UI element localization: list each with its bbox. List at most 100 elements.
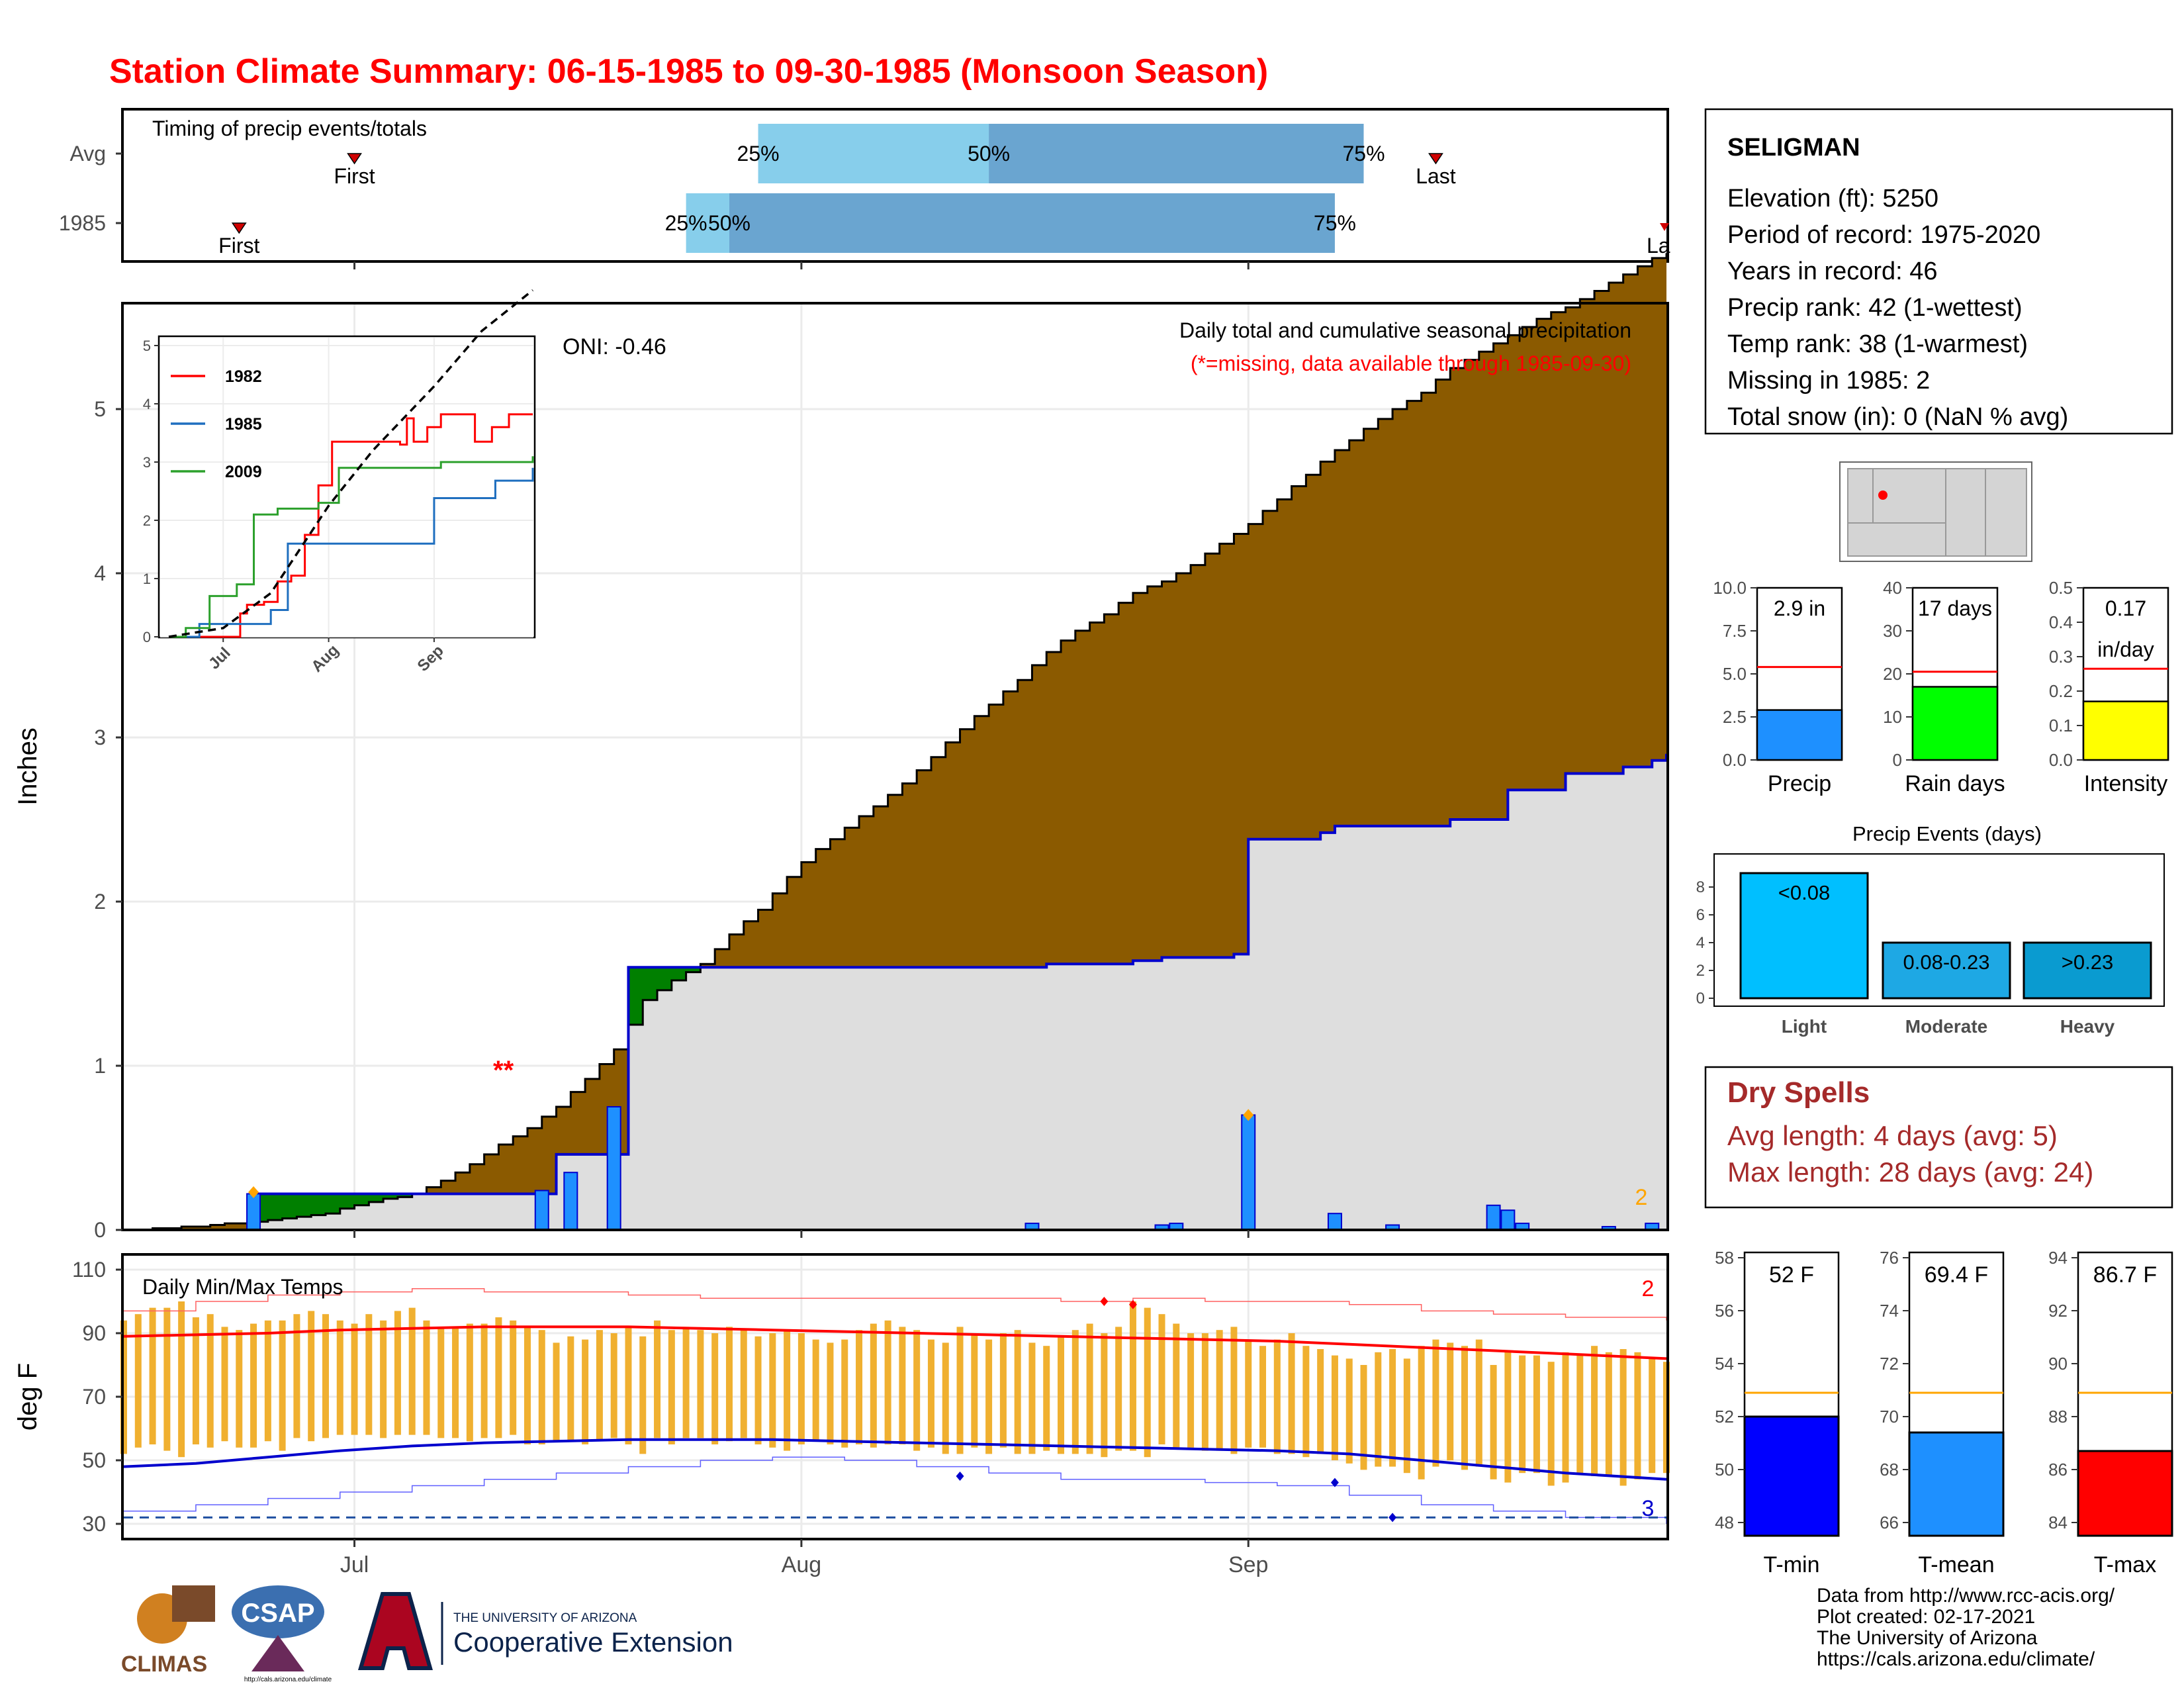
events-title: Precip Events (days) [1852, 822, 2042, 845]
temp-summary-tick-label: 54 [1715, 1354, 1734, 1374]
temperature-daily-range-bar [812, 1339, 819, 1442]
temperature-daily-range-bar [1360, 1365, 1367, 1470]
mini-bar-tick-label: 30 [1883, 621, 1902, 641]
precip-surplus-area [253, 967, 701, 1222]
temperature-daily-range-bar [1389, 1349, 1396, 1467]
temperature-daily-range-bar [1591, 1346, 1598, 1476]
temp-summary-tick-label: 70 [1880, 1407, 1899, 1427]
temp-summary-bar [1908, 1431, 2005, 1537]
temperature-daily-range-bar [1014, 1330, 1021, 1454]
dry-spells-frame [1704, 1066, 2173, 1209]
footer-credit-line: Data from http://www.rcc-acis.org/ [1817, 1585, 2115, 1607]
timing-p50-label: 50% [708, 211, 751, 235]
mini-bar-tick-label: 10.0 [1713, 578, 1747, 598]
temperature-daily-range-bar [1230, 1327, 1238, 1454]
events-bar-text: <0.08 [1778, 881, 1830, 904]
timing-bar-50-75 [729, 193, 1335, 253]
temperature-daily-range-bar [365, 1314, 373, 1435]
timing-first-label: First [334, 164, 375, 188]
temp-summary-label: T-min [1764, 1552, 1820, 1577]
temperature-daily-range-bar [351, 1323, 358, 1435]
precip-y-tick-label: 5 [94, 397, 106, 421]
map-state-border [1848, 469, 1986, 556]
temperature-daily-range-bar [1173, 1323, 1180, 1448]
station-info-line: Total snow (in): 0 (NaN % avg) [1727, 403, 2068, 431]
temperature-daily-range-bar [380, 1320, 387, 1438]
temperature-daily-range-bar [437, 1327, 445, 1438]
temperature-daily-range-bar [884, 1320, 891, 1444]
csap-logo: CSAP http://cals.arizona.edu/climate [232, 1585, 332, 1683]
temperature-daily-range-bar [192, 1317, 199, 1444]
temperature-y-ticks: 30 50 70 90 110 [72, 1258, 122, 1536]
temperature-daily-range-bar [1576, 1355, 1584, 1474]
inset-avg-line [168, 289, 534, 638]
temperature-daily-range-bar [336, 1320, 343, 1435]
temperature-avg-max-line [123, 1325, 1667, 1360]
temperature-avg-min-line [123, 1438, 1667, 1481]
temperature-daily-range-bar [1144, 1307, 1151, 1458]
events-y-tick-label: 0 [1696, 990, 1705, 1008]
ua-logo-a [357, 1592, 433, 1670]
temperature-daily-range-bar [1086, 1323, 1093, 1454]
temp-summary-tick-label: 58 [1715, 1248, 1734, 1268]
precip-y-tick-label: 1 [94, 1054, 106, 1078]
mini-bar-tick-label: 10 [1883, 707, 1902, 727]
station-info-frame [1704, 108, 2173, 435]
temperature-record-max-line [124, 1288, 1667, 1321]
precip-daily-bar [246, 1193, 261, 1231]
temperature-daily-range-bar [1259, 1346, 1267, 1448]
precip-daily-bar [1486, 1204, 1501, 1231]
temperature-daily-range-bar [1101, 1333, 1108, 1458]
temperature-daily-range-bar [495, 1317, 502, 1438]
temperature-daily-range-bar [1447, 1342, 1454, 1460]
timing-last-marker [1660, 223, 1669, 231]
precip-y-tick-label: 2 [94, 890, 106, 914]
temperature-record-low-marker [1388, 1513, 1397, 1523]
timing-last-label: Last [1416, 164, 1456, 188]
events-y-tick-label: 4 [1696, 934, 1705, 952]
timing-panel: Timing of precip events/totals Avg 25% 50%… [59, 108, 1670, 263]
climas-logo-land [172, 1585, 215, 1622]
inset-y-tick-label: 1 [143, 571, 151, 587]
temperature-daily-range-bar [740, 1330, 747, 1438]
temp-summary-tick-label: 56 [1715, 1301, 1734, 1321]
mini-bar-value-text: 2.9 in [1774, 596, 1825, 620]
temperature-daily-range-bar [423, 1320, 430, 1435]
temp-summary-tick-label: 48 [1715, 1513, 1734, 1532]
station-info-line: Missing in 1985: 2 [1727, 367, 1930, 395]
timing-p25-label: 25% [665, 211, 707, 235]
precip-y-tick-label: 4 [94, 561, 106, 585]
precip-daily-bar [1327, 1213, 1342, 1231]
temperature-daily-range-bar [841, 1339, 848, 1448]
precip-y-tick-label: 3 [94, 726, 106, 749]
mini-bar-value [1911, 686, 1999, 761]
dry-spells-avg: Avg length: 4 days (avg: 5) [1727, 1120, 2058, 1151]
temperature-summary-bars: 52 F 48 50 52 54 56 58 T-min 69.4 F 66 68 70 72 74 76 T… [1715, 1248, 2173, 1577]
mini-bar-tick-label: 5.0 [1723, 664, 1747, 684]
temperature-panel-title: Daily Min/Max Temps [142, 1275, 343, 1299]
footer-credit-line: https://cals.arizona.edu/climate/ [1817, 1648, 2095, 1670]
seasonal-total-bars: 2.9 in 0.0 2.5 5.0 7.5 10.0 Precip 17 days 0 10 20… [1713, 578, 2169, 796]
precip-events-chart: Precip Events (days) 0 2 4 6 8 <0.08 Light 0.08… [1696, 822, 2165, 1037]
state-locator-map [1839, 461, 2032, 562]
temperature-daily-range-bar [797, 1333, 805, 1444]
precip-daily-bars [246, 1106, 1660, 1231]
temperature-daily-range-bar [250, 1323, 257, 1448]
mini-bar-value [1756, 709, 1843, 761]
timing-p25-label: 25% [737, 142, 780, 165]
inset-legend-label: 1985 [225, 415, 262, 434]
dry-spells-title: Dry Spells [1727, 1076, 1870, 1109]
temperature-daily-range-bar [553, 1342, 560, 1442]
temp-summary-value-text: 52 F [1769, 1262, 1814, 1288]
temp-summary-tick-label: 94 [2048, 1248, 2068, 1268]
temperature-daily-range-bar [856, 1330, 863, 1444]
events-bar [1882, 941, 2011, 1000]
temperature-daily-range-bar [956, 1327, 964, 1454]
mini-bar-value [2082, 700, 2169, 761]
temperature-daily-range-bar [221, 1327, 228, 1442]
timing-bar-50-75 [989, 124, 1364, 183]
temperature-daily-range-bar [971, 1333, 978, 1448]
temperature-daily-range-bar [942, 1342, 949, 1454]
temperature-y-tick-label: 90 [82, 1321, 106, 1345]
station-info-line: Period of record: 1975-2020 [1727, 221, 2040, 249]
